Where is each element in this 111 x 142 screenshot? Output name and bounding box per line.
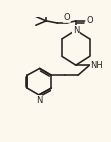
Text: O: O — [86, 16, 93, 25]
Text: O: O — [63, 13, 70, 22]
Text: NH: NH — [91, 61, 103, 70]
Text: N: N — [36, 96, 42, 105]
Text: N: N — [73, 26, 79, 35]
